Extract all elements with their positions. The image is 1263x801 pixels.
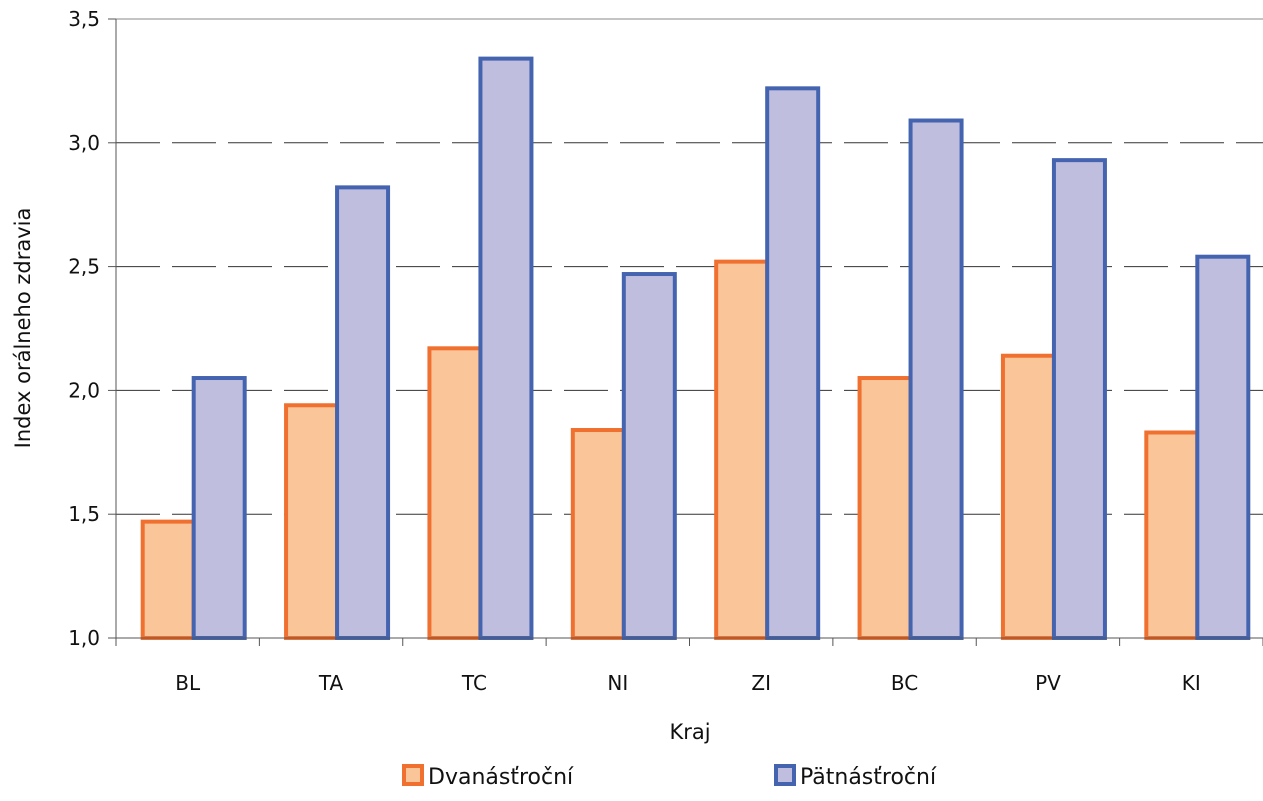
x-tick-label: TA	[318, 671, 344, 695]
x-tick-label: ZI	[751, 671, 771, 695]
legend: Dvanásťroční Pätnásťroční	[402, 764, 937, 790]
x-tick-label: PV	[1035, 671, 1061, 695]
y-tick-label: 2,0	[68, 378, 100, 402]
x-tick-label: BL	[175, 671, 201, 695]
bar-dvanastrocni-ki	[1144, 430, 1200, 640]
legend-label: Dvanásťroční	[428, 765, 574, 790]
y-tick-label: 3,5	[68, 7, 100, 31]
bar-dvanastrocni-zi	[714, 259, 770, 640]
bar-patnastrocni-zi	[765, 86, 821, 640]
axes	[108, 18, 1263, 646]
x-tick-label: TC	[461, 671, 487, 695]
bar-dvanastrocni-bl	[140, 519, 196, 640]
bar-dvanastrocni-bc	[857, 376, 913, 640]
y-axis-title: Index orálneho zdravia	[11, 208, 35, 449]
x-tick-label: NI	[607, 671, 628, 695]
bar-patnastrocni-ki	[1195, 254, 1251, 640]
y-tick-label: 3,0	[68, 131, 100, 155]
legend-label: Pätnásťroční	[800, 765, 937, 790]
bar-dvanastrocni-ni	[570, 428, 626, 640]
legend-swatch	[402, 764, 424, 786]
x-axis-title: Kraj	[669, 720, 710, 744]
legend-swatch	[774, 764, 796, 786]
bar-dvanastrocni-pv	[1000, 353, 1056, 640]
bar-patnastrocni-bl	[191, 376, 247, 640]
y-tick-label: 1,0	[68, 626, 100, 650]
x-tick-label: KI	[1182, 671, 1201, 695]
bar-patnastrocni-bc	[908, 118, 964, 641]
bar-patnastrocni-ta	[335, 185, 391, 640]
bars	[140, 56, 1251, 641]
y-tick-label: 2,5	[68, 255, 100, 279]
tick-labels: 1,0 1,5 2,0 2,5 3,0 3,5 BL TA TC NI ZI BC PV KI	[68, 7, 1201, 695]
bar-patnastrocni-pv	[1051, 158, 1107, 641]
x-tick-label: BC	[891, 671, 918, 695]
bar-dvanastrocni-ta	[284, 403, 340, 641]
bar-patnastrocni-ni	[621, 272, 677, 640]
bar-dvanastrocni-tc	[427, 346, 483, 640]
bar-patnastrocni-tc	[478, 56, 534, 640]
y-tick-label: 1,5	[68, 502, 100, 526]
